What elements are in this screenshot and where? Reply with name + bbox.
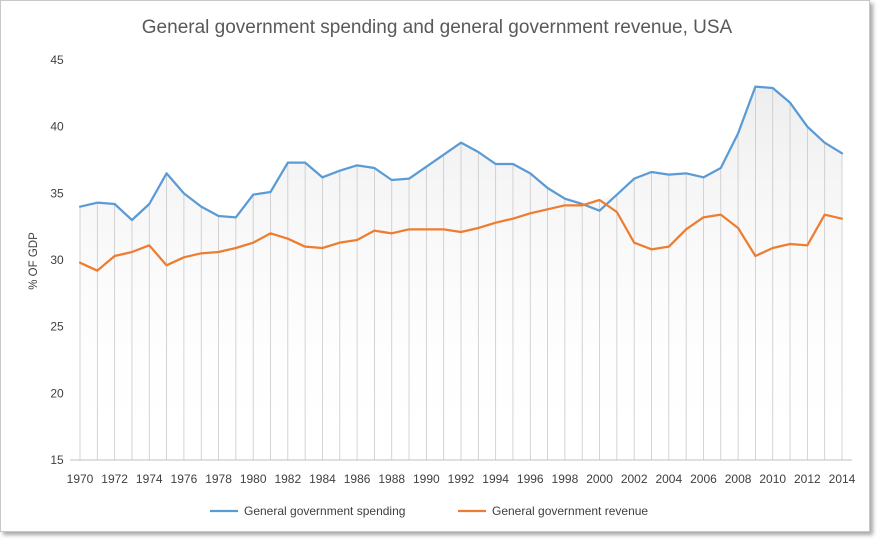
- legend: General government spending General gover…: [210, 504, 648, 518]
- x-tick-label: 1992: [448, 472, 475, 486]
- y-tick-label: 45: [50, 53, 64, 67]
- x-tick-label: 2010: [759, 472, 786, 486]
- y-tick-label: 25: [50, 320, 64, 334]
- x-tick-label: 2004: [655, 472, 682, 486]
- x-tick-label: 1988: [378, 472, 405, 486]
- y-tick-label: 35: [50, 186, 64, 200]
- plot-area: 15 20 25 30 35 40 45 1970 1972 1974 1976 1978 1980 19…: [50, 53, 855, 486]
- x-tick-label: 1994: [482, 472, 509, 486]
- x-tick-label: 2014: [829, 472, 856, 486]
- x-tick-label: 2012: [794, 472, 821, 486]
- x-tick-label: 1976: [171, 472, 198, 486]
- x-tick-label: 1984: [309, 472, 336, 486]
- x-tick-label: 1978: [205, 472, 232, 486]
- x-tick-label: 1970: [67, 472, 94, 486]
- x-tick-label: 1974: [136, 472, 163, 486]
- legend-label: General government revenue: [492, 504, 648, 518]
- x-tick-label: 2006: [690, 472, 717, 486]
- x-tick-label: 1986: [344, 472, 371, 486]
- y-tick-label: 40: [50, 120, 64, 134]
- x-tick-label: 1982: [274, 472, 301, 486]
- x-tick-label: 1990: [413, 472, 440, 486]
- y-tick-label: 20: [50, 386, 64, 400]
- series-line: [78, 85, 844, 222]
- x-tick-label: 2000: [586, 472, 613, 486]
- x-tick-label: 1980: [240, 472, 267, 486]
- y-axis-label: % OF GDP: [28, 232, 40, 290]
- x-tick-label: 1972: [101, 472, 128, 486]
- legend-label: General government spending: [244, 504, 405, 518]
- chart-title: General government spending and general …: [142, 17, 733, 38]
- x-tick-label: 1998: [552, 472, 579, 486]
- x-tick-label: 2002: [621, 472, 648, 486]
- y-tick-label: 15: [50, 453, 64, 467]
- series-line: [78, 198, 844, 272]
- x-tick-label: 1996: [517, 472, 544, 486]
- x-tick-label: 2008: [725, 472, 752, 486]
- y-tick-label: 30: [50, 253, 64, 267]
